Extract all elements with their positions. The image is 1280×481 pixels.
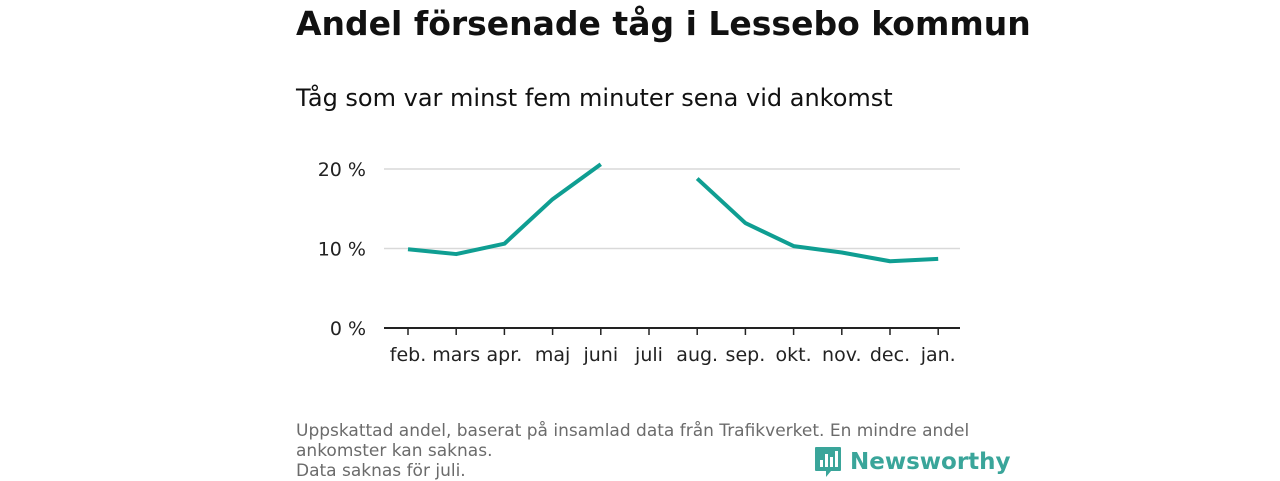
footnote: Uppskattad andel, baserat på insamlad da… bbox=[296, 421, 986, 481]
y-tick-label: 10 % bbox=[318, 239, 366, 261]
x-axis: feb. mars apr. maj juni juli aug. sep. okt. nov. d… bbox=[384, 327, 960, 366]
gridlines bbox=[384, 168, 960, 250]
x-tick-label: maj bbox=[535, 344, 570, 366]
series-lines bbox=[407, 162, 939, 264]
footnote-line-1: Uppskattad andel, baserat på insamlad da… bbox=[296, 421, 970, 441]
x-tick-label: juni bbox=[582, 344, 618, 366]
x-tick-label: apr. bbox=[486, 344, 522, 366]
x-tick-label: jan. bbox=[920, 344, 956, 366]
x-tick-label: mars bbox=[432, 344, 480, 366]
chart-subtitle: Tåg som var minst fem minuter sena vid a… bbox=[296, 84, 893, 112]
x-tick-label: feb. bbox=[390, 344, 426, 366]
series-line bbox=[695, 177, 939, 264]
brand-name: Newsworthy bbox=[850, 449, 1011, 475]
x-tick-label: juli bbox=[634, 344, 663, 366]
x-tick-label: dec. bbox=[870, 344, 910, 366]
brand-logo: Newsworthy bbox=[814, 446, 1011, 478]
chart-title: Andel försenade tåg i Lessebo kommun bbox=[296, 4, 1031, 43]
series-line bbox=[407, 162, 602, 257]
y-axis-ticks: 0 % 10 % 20 % bbox=[318, 159, 366, 340]
bar-chart-speech-bubble-icon bbox=[815, 447, 841, 477]
y-tick-label: 0 % bbox=[330, 318, 366, 340]
x-tick-label: sep. bbox=[726, 344, 766, 366]
footnote-line-2: ankomster kan saknas. bbox=[296, 441, 493, 461]
x-tick-label: okt. bbox=[776, 344, 812, 366]
footnote-line-3: Data saknas för juli. bbox=[296, 461, 466, 481]
y-tick-label: 20 % bbox=[318, 159, 366, 181]
x-tick-label: aug. bbox=[676, 344, 718, 366]
x-tick-label: nov. bbox=[822, 344, 861, 366]
